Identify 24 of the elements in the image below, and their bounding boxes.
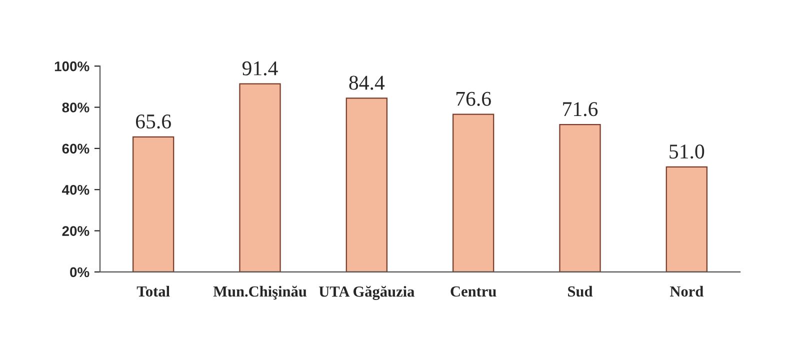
data-label: 84.4 bbox=[349, 76, 385, 90]
data-label: 71.6 bbox=[563, 102, 598, 116]
bar bbox=[452, 114, 494, 272]
bar bbox=[132, 136, 174, 272]
bar bbox=[666, 166, 708, 272]
x-tick-label: Nord bbox=[670, 286, 704, 297]
x-tick-label: UTA Găgăuzia bbox=[319, 286, 414, 300]
y-tick-label: 40% bbox=[62, 184, 90, 195]
y-tick-label: 60% bbox=[62, 144, 90, 154]
bar bbox=[239, 83, 281, 272]
bar bbox=[559, 124, 601, 272]
y-tick-label: 20% bbox=[62, 226, 90, 236]
data-label: 76.6 bbox=[456, 92, 491, 106]
y-tick-label: 100% bbox=[54, 61, 90, 72]
x-tick-label: Mun.Chişinău bbox=[213, 286, 307, 300]
data-label: 91.4 bbox=[242, 61, 278, 76]
data-label: 65.6 bbox=[136, 114, 171, 129]
y-tick-label: 0% bbox=[70, 267, 90, 278]
x-tick-label: Total bbox=[136, 286, 170, 297]
x-tick-label: Sud bbox=[568, 286, 593, 297]
bar bbox=[346, 98, 388, 272]
data-label: 51.0 bbox=[670, 144, 704, 159]
x-tick-label: Centru bbox=[450, 286, 496, 297]
y-tick-label: 80% bbox=[62, 102, 90, 112]
